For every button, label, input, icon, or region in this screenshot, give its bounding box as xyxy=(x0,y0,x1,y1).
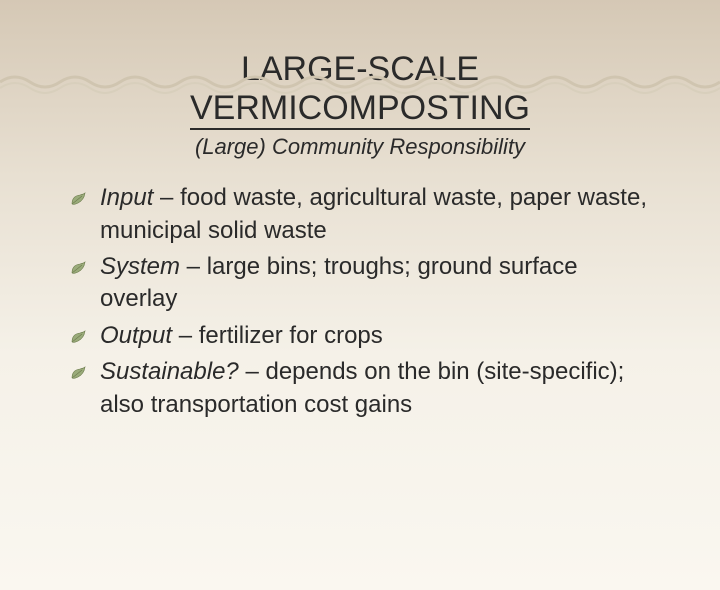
bullet-term: Output xyxy=(100,322,172,349)
bullet-text: – food waste, agricultural waste, paper … xyxy=(100,184,647,243)
list-item: Sustainable? – depends on the bin (site-… xyxy=(100,356,652,421)
slide-subtitle: (Large) Community Responsibility xyxy=(0,134,720,160)
leaf-bullet-icon xyxy=(70,192,86,206)
leaf-bullet-icon xyxy=(70,366,86,380)
list-item: Input – food waste, agricultural waste, … xyxy=(100,182,652,247)
list-item: System – large bins; troughs; ground sur… xyxy=(100,251,652,316)
leaf-bullet-icon xyxy=(70,261,86,275)
list-item: Output – fertilizer for crops xyxy=(100,320,652,352)
bullet-term: Input xyxy=(100,184,153,211)
wave-decoration xyxy=(0,70,720,94)
bullet-list: Input – food waste, agricultural waste, … xyxy=(100,182,652,421)
leaf-bullet-icon xyxy=(70,330,86,344)
bullet-term: System xyxy=(100,253,180,280)
title-line-2: VERMICOMPOSTING xyxy=(190,89,530,130)
bullet-term: Sustainable? xyxy=(100,358,239,385)
bullet-text: – fertilizer for crops xyxy=(172,322,383,349)
